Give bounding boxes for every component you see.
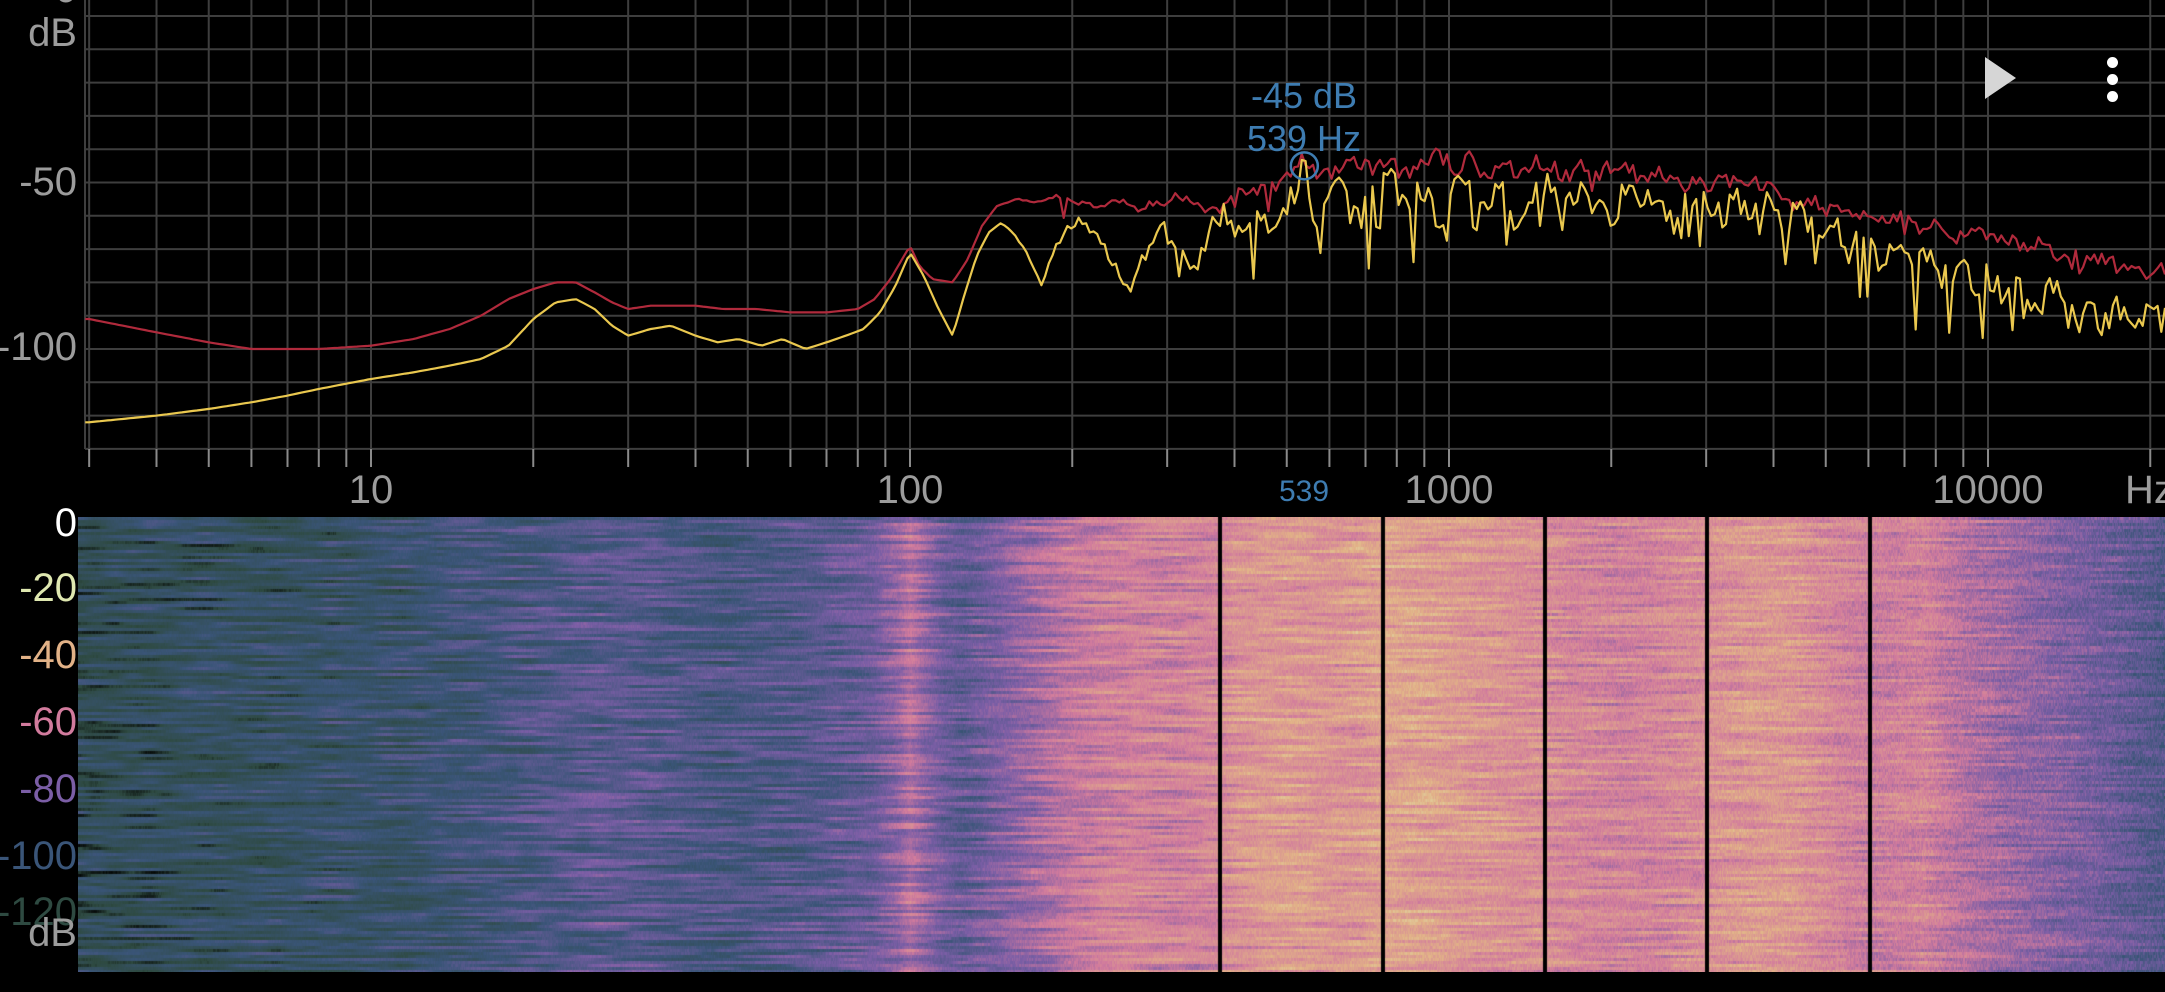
x-axis-unit-label: Hz xyxy=(2125,468,2165,512)
x-axis-tick-1000: 1000 xyxy=(1404,468,1494,512)
x-axis-tick-10000: 10000 xyxy=(1932,468,2044,512)
spectrogram-scale-label-4: -80 xyxy=(19,767,77,811)
cursor-annotation: -45 dB 539 Hz xyxy=(1247,74,1361,160)
spectrogram-scale-label-2: -40 xyxy=(19,633,77,677)
cursor-frequency-value: 539 Hz xyxy=(1246,118,1362,159)
vertical-ellipsis-icon xyxy=(2107,74,2118,85)
y-axis-tick-minus50: -50 xyxy=(19,160,77,204)
x-axis-tick-100: 100 xyxy=(876,468,944,512)
spectrogram-scale-label-5: -100 xyxy=(0,834,77,878)
spectrogram-scale-label-0: 0 xyxy=(54,501,77,545)
vertical-ellipsis-icon xyxy=(2107,91,2118,102)
y-axis-unit-label: dB xyxy=(28,11,77,55)
y-axis-tick-0-clipped: 0 xyxy=(55,0,77,9)
play-button[interactable] xyxy=(1985,57,2016,99)
cursor-frequency-tick: 539 xyxy=(1278,475,1330,508)
x-axis-tick-10: 10 xyxy=(348,468,394,512)
spectrogram-waterfall[interactable] xyxy=(78,517,2165,972)
overflow-menu-button[interactable] xyxy=(2107,57,2118,102)
spectrum-plot-canvas xyxy=(84,0,2165,467)
cursor-db-value: -45 dB xyxy=(1250,75,1358,116)
spectrogram-scale-label-6: -120 xyxy=(0,890,77,934)
y-axis-tick-minus100: -100 xyxy=(0,325,77,369)
spectrogram-scale-label-3: -60 xyxy=(19,700,77,744)
spectrogram-scale-unit-label: dB xyxy=(28,911,77,955)
spectrogram-scale-label-1: -20 xyxy=(19,566,77,610)
vertical-ellipsis-icon xyxy=(2107,57,2118,68)
